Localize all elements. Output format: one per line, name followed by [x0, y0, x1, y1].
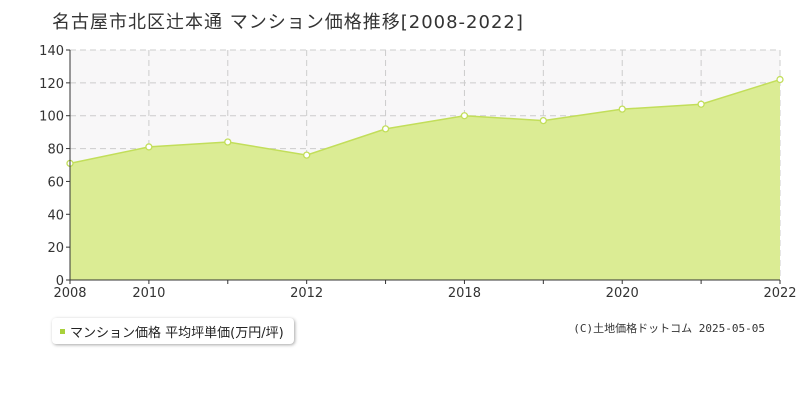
y-tick-label: 120	[39, 77, 64, 92]
x-tick-label: 2020	[606, 286, 639, 301]
chart-title: 名古屋市北区辻本通 マンション価格推移[2008-2022]	[52, 12, 524, 33]
legend-label: マンション価格 平均坪単価(万円/坪)	[70, 325, 284, 341]
price-line	[69, 78, 781, 165]
y-tick-label: 140	[39, 44, 64, 59]
data-point	[303, 151, 311, 159]
x-tick-label: 2010	[132, 286, 165, 301]
data-point	[381, 125, 390, 133]
x-tick-label: 2012	[290, 286, 323, 301]
x-axis-tick-labels: 2008 2010 2012 2018 2020 2022	[53, 286, 796, 301]
legend: マンション価格 平均坪単価(万円/坪)	[52, 318, 294, 344]
data-point	[224, 138, 232, 146]
y-tick-label: 60	[47, 175, 64, 190]
y-axis-tick-labels: 0 20 40 60 80 100 120 140	[39, 44, 64, 289]
y-tick-label: 0	[56, 274, 64, 289]
data-points	[66, 75, 784, 168]
data-point	[618, 105, 626, 113]
data-point	[697, 100, 705, 108]
x-tick-label: 2018	[448, 286, 481, 301]
data-point	[460, 112, 469, 120]
x-tick-label: 2008	[53, 286, 86, 301]
y-tick-label: 100	[39, 110, 64, 125]
data-point	[539, 116, 547, 125]
y-tick-label: 40	[47, 208, 64, 223]
legend-marker-icon	[60, 328, 65, 334]
x-tick-label: 2022	[763, 286, 796, 301]
price-area	[70, 79, 780, 280]
data-point	[776, 75, 784, 84]
copyright-credit: (C)土地価格ドットコム 2025-05-05	[573, 322, 765, 335]
y-tick-label: 80	[47, 143, 64, 158]
axes	[66, 49, 781, 284]
y-tick-label: 20	[47, 241, 64, 256]
data-point	[145, 143, 153, 151]
